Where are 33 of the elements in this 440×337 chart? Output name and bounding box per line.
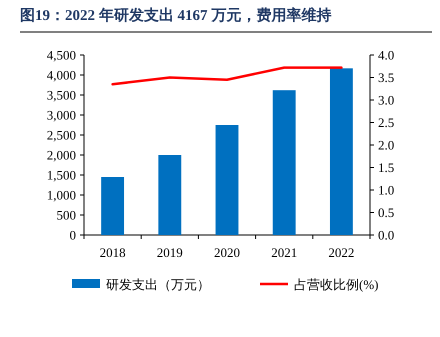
chart-title: 图19：2022 年研发支出 4167 万元，费用率维持 bbox=[20, 6, 332, 24]
y-tick-label: 2,000 bbox=[46, 148, 76, 162]
line-series bbox=[111, 66, 343, 86]
y-tick-label: 3,500 bbox=[46, 88, 76, 102]
bar bbox=[158, 155, 182, 235]
y-tick-label: 2,500 bbox=[46, 128, 76, 142]
y2-tick-label: 4.0 bbox=[378, 48, 394, 62]
x-tick-label: 2019 bbox=[156, 245, 183, 260]
x-tick-label: 2021 bbox=[271, 245, 298, 260]
y2-tick-label: 3.0 bbox=[378, 92, 394, 108]
y-tick-label: 1,500 bbox=[46, 168, 76, 182]
y2-tick-label: 0.0 bbox=[378, 228, 394, 242]
bar bbox=[330, 68, 353, 235]
bar bbox=[101, 177, 124, 235]
y2-tick-label: 1.0 bbox=[378, 182, 394, 198]
y-tick-label: 3,000 bbox=[46, 108, 76, 122]
y2-tick-label: 0.5 bbox=[378, 205, 394, 220]
y-tick-label: 1,000 bbox=[46, 188, 76, 202]
x-tick-label: 2020 bbox=[214, 245, 240, 260]
legend-label: 研发支出（万元） bbox=[106, 277, 210, 292]
x-tick-label: 2018 bbox=[100, 245, 126, 260]
y2-tick-label: 1.5 bbox=[378, 160, 394, 175]
y-tick-label: 0 bbox=[70, 228, 76, 242]
y2-tick-label: 2.0 bbox=[378, 138, 394, 152]
y2-tick-label: 2.5 bbox=[378, 115, 394, 130]
x-tick-label: 2022 bbox=[328, 245, 354, 260]
y2-tick-label: 3.5 bbox=[378, 70, 394, 85]
y-tick-label: 500 bbox=[56, 208, 76, 222]
y-tick-label: 4,500 bbox=[46, 48, 76, 62]
bar bbox=[272, 90, 296, 235]
y-tick-label: 4,000 bbox=[46, 68, 76, 82]
bar bbox=[216, 125, 238, 235]
legend-label: 占营收比例(%) bbox=[294, 277, 378, 292]
